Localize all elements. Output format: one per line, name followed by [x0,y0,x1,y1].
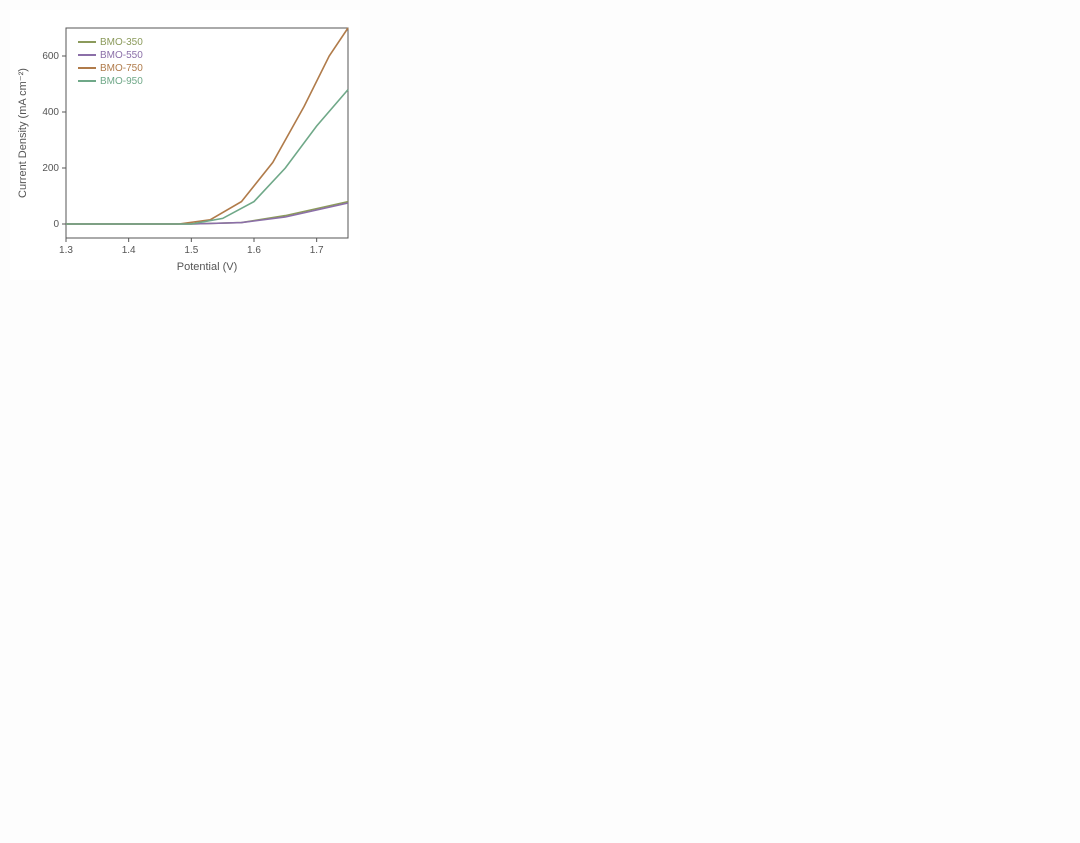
panel-a: 1.3 1.4 1.5 1.6 1.7 0 200 400 600 Potential (V) Cu… [10,10,360,280]
svg-text:1.6: 1.6 [247,245,261,256]
svg-text:BMO-950: BMO-950 [100,76,143,87]
svg-text:BMO-550: BMO-550 [100,50,143,61]
svg-text:600: 600 [42,51,59,62]
svg-text:0: 0 [53,219,59,230]
svg-text:1.7: 1.7 [310,245,324,256]
svg-text:BMO-750: BMO-750 [100,63,143,74]
svg-text:200: 200 [42,163,59,174]
chart-a: 1.3 1.4 1.5 1.6 1.7 0 200 400 600 Potential (V) Cu… [10,10,360,280]
svg-text:1.3: 1.3 [59,245,73,256]
svg-text:400: 400 [42,107,59,118]
svg-text:1.4: 1.4 [122,245,136,256]
svg-text:Potential (V): Potential (V) [177,261,238,273]
svg-text:BMO-350: BMO-350 [100,37,143,48]
svg-text:Current Density (mA cm⁻²): Current Density (mA cm⁻²) [17,68,29,198]
svg-text:1.5: 1.5 [184,245,198,256]
